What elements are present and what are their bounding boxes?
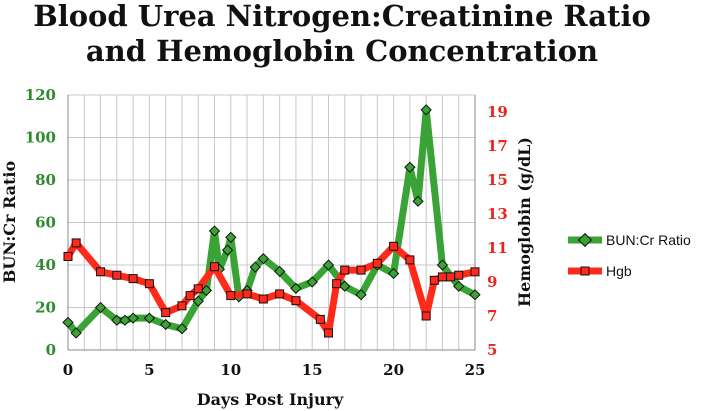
axes <box>67 95 476 351</box>
y-left-tick-label: 40 <box>35 256 56 274</box>
bun-data-point <box>469 289 481 301</box>
y-right-tick-label: 15 <box>487 171 508 189</box>
chart-title-line-2: and Hemoglobin Concentration <box>86 34 598 68</box>
hgb-data-point <box>185 291 195 301</box>
hgb-data-point <box>372 258 382 268</box>
hgb-data-point <box>454 270 464 280</box>
bun-data-point <box>306 276 318 288</box>
bun-data-point <box>339 280 351 292</box>
x-tick-label: 5 <box>144 361 154 379</box>
y-left-tick-label: 60 <box>35 214 56 232</box>
hgb-data-point <box>446 272 456 282</box>
x-tick-label: 15 <box>302 361 323 379</box>
y-left-tick-label: 100 <box>25 129 56 147</box>
bun-data-point <box>176 323 188 335</box>
bun-data-point <box>322 259 335 271</box>
hgb-data-point <box>356 265 366 275</box>
y-left-tick-label: 0 <box>46 341 56 359</box>
bun-data-point <box>143 312 156 324</box>
y-right-tick-label: 17 <box>487 137 508 155</box>
bun-data-point <box>453 280 465 292</box>
y-left-tick-label: 20 <box>35 299 56 317</box>
hgb-data-point <box>275 289 285 299</box>
hgb-data-point <box>210 262 220 272</box>
hgb-data-point <box>96 267 106 277</box>
hgb-data-point <box>470 267 480 277</box>
hgb-data-point <box>226 291 236 301</box>
bun-data-point <box>160 318 172 331</box>
bun-data-point <box>387 267 400 280</box>
bun-data-point <box>127 312 139 324</box>
legend-hgb-label: Hgb <box>606 263 632 279</box>
bun-data-point <box>249 261 261 273</box>
grid <box>67 94 476 351</box>
hgb-data-point <box>112 270 122 280</box>
legend-bun-label: BUN:Cr Ratio <box>606 232 691 248</box>
y-right-tick-label: 7 <box>487 307 497 325</box>
series-hgb <box>63 238 480 338</box>
bun-data-point <box>208 225 221 237</box>
y-axis-right-label: Hemoglobin (g/dL) <box>515 137 534 307</box>
hgb-data-point <box>323 328 333 338</box>
y-left-tick-label: 80 <box>35 171 56 189</box>
bun-data-point <box>436 259 449 271</box>
bun-data-point <box>192 295 204 307</box>
hgb-data-point <box>128 274 138 284</box>
y-right-tick-label: 19 <box>487 103 508 121</box>
y-axis-left-label: BUN:Cr Ratio <box>0 161 19 284</box>
hgb-data-point <box>291 296 301 306</box>
hgb-data-point <box>161 308 171 318</box>
hgb-data-point <box>144 279 154 289</box>
y-right-tick-label: 13 <box>487 205 508 223</box>
series-bun-cr-ratio <box>62 104 481 339</box>
bun-data-point <box>70 327 82 339</box>
hgb-data-point <box>389 241 399 251</box>
bun-data-point <box>62 316 74 329</box>
hgb-data-point <box>71 238 81 248</box>
hgb-data-point <box>421 311 431 321</box>
bun-data-point <box>111 314 123 326</box>
bun-data-point <box>200 284 213 297</box>
bun-data-point <box>290 282 302 295</box>
x-tick-label: 10 <box>220 361 241 379</box>
y-right-tick-label: 5 <box>487 341 497 359</box>
series-layer <box>62 104 481 339</box>
bun-data-point <box>412 195 424 207</box>
hgb-data-point <box>242 289 252 299</box>
bun-data-point <box>221 244 234 256</box>
y-left-tick-label: 120 <box>25 86 56 104</box>
hgb-data-point <box>177 301 187 311</box>
hgb-data-point <box>63 252 73 261</box>
bun-data-point <box>355 289 367 301</box>
bun-data-point <box>404 161 416 173</box>
bun-data-point <box>420 104 432 116</box>
hgb-data-point <box>332 279 342 289</box>
hgb-data-point <box>437 272 447 282</box>
tick-labels: 0 20 40 60 80 100 120 5 7 9 11 13 15 17 19 0 5 10 15 20 25 <box>25 86 508 379</box>
bun-data-point <box>94 301 107 314</box>
bun-data-point <box>257 252 270 265</box>
hgb-data-point <box>258 294 268 304</box>
hgb-data-point <box>405 255 415 265</box>
x-axis-label: Days Post Injury <box>197 390 344 409</box>
y-right-tick-label: 11 <box>487 239 508 257</box>
legend: BUN:Cr Ratio Hgb <box>568 232 691 279</box>
x-tick-label: 0 <box>63 361 73 379</box>
bun-data-point <box>119 314 131 326</box>
y-right-tick-label: 9 <box>487 273 497 291</box>
hgb-data-point <box>315 314 325 324</box>
x-tick-label: 20 <box>383 361 404 379</box>
bun-data-point <box>273 265 286 278</box>
chart-title-line-1: Blood Urea Nitrogen:Creatinine Ratio <box>33 0 651 33</box>
x-tick-label: 25 <box>465 361 486 379</box>
hgb-data-point <box>429 275 439 285</box>
bun-data-point <box>225 231 237 244</box>
legend-hgb-marker <box>580 266 590 276</box>
hgb-data-point <box>193 284 203 294</box>
hgb-data-point <box>340 265 350 275</box>
legend-bun-marker <box>577 232 593 248</box>
